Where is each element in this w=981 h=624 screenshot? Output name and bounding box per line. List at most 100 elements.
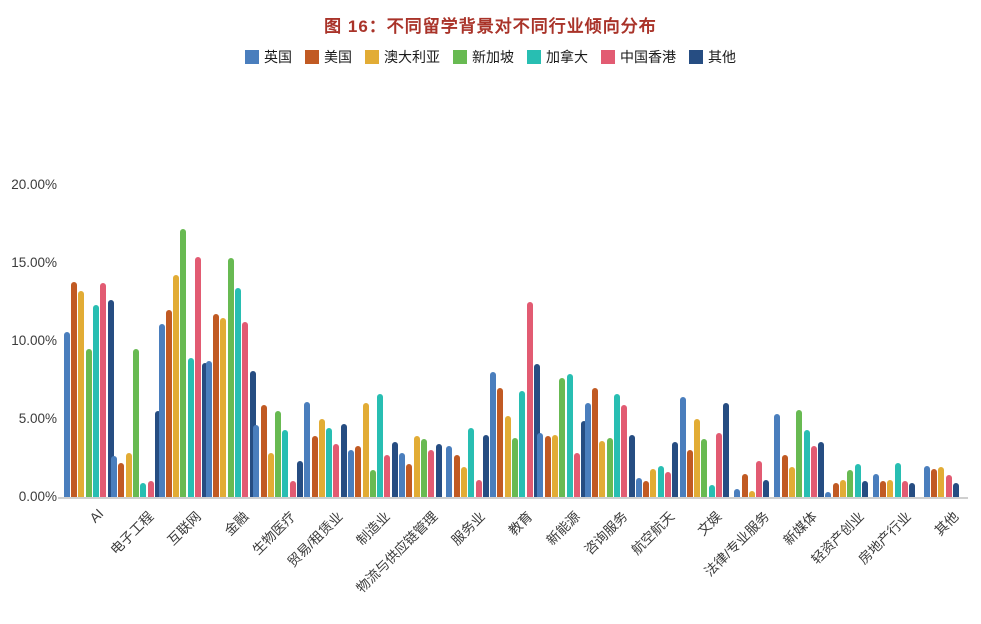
bar-us-9 bbox=[497, 387, 504, 497]
bar-other-15 bbox=[818, 442, 825, 497]
bar-other-11 bbox=[628, 434, 635, 497]
bar-uk-7 bbox=[399, 453, 405, 497]
bar-us-0 bbox=[71, 281, 78, 497]
bar-other-18 bbox=[952, 482, 959, 497]
bar-hongkong-12 bbox=[665, 472, 672, 497]
bar-australia-15 bbox=[788, 467, 795, 497]
bar-australia-14 bbox=[748, 490, 755, 497]
bar-hongkong-9 bbox=[526, 302, 533, 497]
legend-item-australia: 澳大利亚 bbox=[365, 47, 440, 67]
bar-us-1 bbox=[118, 462, 125, 497]
legend-label-us: 美国 bbox=[324, 49, 352, 65]
legend-swatch-other bbox=[689, 50, 703, 64]
bar-uk-8 bbox=[446, 445, 453, 497]
bar-uk-14 bbox=[734, 489, 741, 497]
legend-label-hongkong: 中国香港 bbox=[620, 49, 676, 65]
bar-other-1 bbox=[154, 411, 161, 497]
x-axis-label-6: 制造业 bbox=[354, 508, 394, 549]
legend: 英国 美国 澳大利亚 新加坡 加拿大 中国香港 其他 bbox=[0, 47, 981, 67]
legend-label-canada: 加拿大 bbox=[546, 49, 588, 65]
bar-canada-1 bbox=[140, 482, 147, 497]
bar-singapore-9 bbox=[512, 437, 518, 497]
x-axis-label-9: 教育 bbox=[505, 508, 536, 539]
bar-us-6 bbox=[355, 445, 362, 497]
legend-label-other: 其他 bbox=[708, 49, 736, 65]
bar-us-12 bbox=[643, 481, 650, 497]
bar-hongkong-2 bbox=[195, 256, 202, 497]
legend-label-australia: 澳大利亚 bbox=[384, 49, 440, 65]
y-axis-label-15: 15.00% bbox=[11, 255, 57, 270]
bar-us-4 bbox=[260, 404, 267, 497]
bar-australia-3 bbox=[220, 317, 227, 497]
legend-swatch-hongkong bbox=[601, 50, 615, 64]
bar-us-5 bbox=[311, 436, 318, 497]
bar-us-16 bbox=[832, 482, 839, 497]
bar-other-10 bbox=[581, 420, 588, 497]
legend-item-uk: 英国 bbox=[245, 47, 292, 67]
bar-australia-10 bbox=[552, 434, 559, 497]
bar-singapore-11 bbox=[606, 437, 613, 497]
x-axis-label-1: 电子工程 bbox=[107, 508, 157, 558]
bar-uk-10 bbox=[537, 433, 544, 497]
x-axis-label-0: AI bbox=[86, 506, 107, 526]
bar-us-7 bbox=[406, 464, 413, 497]
bar-canada-11 bbox=[614, 394, 621, 497]
bar-hongkong-3 bbox=[242, 322, 249, 497]
bar-australia-16 bbox=[839, 479, 846, 497]
legend-item-us: 美国 bbox=[305, 47, 352, 67]
bar-singapore-16 bbox=[847, 470, 854, 497]
x-axis-label-13: 文娱 bbox=[695, 508, 725, 539]
bar-uk-13 bbox=[679, 397, 686, 497]
legend-item-hongkong: 中国香港 bbox=[601, 47, 676, 67]
legend-label-singapore: 新加坡 bbox=[472, 49, 514, 65]
x-axis-label-15: 新媒体 bbox=[780, 508, 820, 549]
bar-other-2 bbox=[202, 362, 209, 497]
bar-australia-8 bbox=[460, 467, 467, 497]
legend-swatch-singapore bbox=[453, 50, 467, 64]
x-axis-label-12: 航空航天 bbox=[628, 508, 678, 558]
bar-singapore-1 bbox=[133, 348, 140, 497]
bar-other-3 bbox=[249, 370, 256, 497]
bar-australia-2 bbox=[173, 275, 180, 497]
bar-us-3 bbox=[213, 314, 220, 497]
bar-uk-3 bbox=[205, 361, 212, 497]
bar-canada-10 bbox=[566, 373, 573, 497]
bar-singapore-0 bbox=[85, 348, 92, 497]
bar-hongkong-11 bbox=[621, 404, 628, 497]
bar-canada-12 bbox=[657, 465, 664, 497]
bar-canada-17 bbox=[894, 462, 901, 497]
bar-uk-11 bbox=[584, 403, 591, 497]
bar-us-2 bbox=[165, 309, 172, 497]
bar-singapore-6 bbox=[369, 470, 376, 497]
x-axis-label-8: 服务业 bbox=[448, 508, 489, 549]
bar-uk-17 bbox=[872, 473, 879, 497]
bar-us-17 bbox=[879, 481, 886, 497]
bar-australia-4 bbox=[267, 453, 274, 497]
bar-australia-12 bbox=[650, 468, 657, 497]
bar-canada-6 bbox=[377, 394, 384, 497]
bar-singapore-3 bbox=[227, 258, 234, 497]
bar-us-11 bbox=[592, 387, 599, 497]
bar-canada-5 bbox=[326, 428, 333, 497]
bar-uk-15 bbox=[774, 414, 781, 497]
bar-other-16 bbox=[861, 481, 868, 497]
bar-uk-4 bbox=[253, 425, 260, 497]
bar-us-18 bbox=[931, 468, 938, 497]
bar-canada-2 bbox=[187, 358, 194, 497]
bar-canada-0 bbox=[92, 305, 99, 497]
bar-us-15 bbox=[781, 454, 788, 497]
bar-australia-7 bbox=[413, 436, 420, 497]
bar-hongkong-17 bbox=[901, 481, 908, 497]
legend-swatch-us bbox=[305, 50, 319, 64]
bar-australia-13 bbox=[694, 419, 701, 497]
bar-us-8 bbox=[453, 454, 460, 497]
bar-canada-13 bbox=[708, 484, 715, 497]
bar-hongkong-8 bbox=[475, 479, 482, 497]
bar-us-10 bbox=[544, 436, 551, 497]
bar-us-13 bbox=[686, 450, 693, 497]
bar-australia-9 bbox=[504, 415, 511, 497]
bar-uk-0 bbox=[63, 331, 70, 497]
y-axis-label-20: 20.00% bbox=[11, 177, 57, 192]
x-axis-line bbox=[58, 497, 968, 499]
